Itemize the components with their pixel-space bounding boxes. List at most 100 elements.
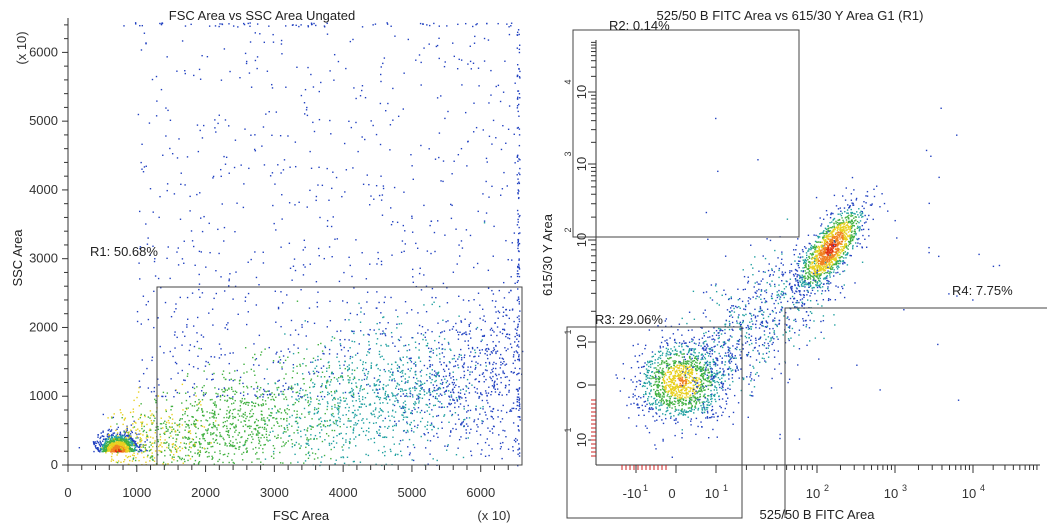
left-event-dot [518,318,520,320]
left-event-dot [326,425,329,427]
left-event-dot [498,434,500,436]
left-event-dot [239,379,241,381]
left-event-dot [310,378,313,380]
left-x-multiplier: (x 10) [477,508,510,523]
left-event-dot [339,405,341,408]
left-event-dot [384,394,386,396]
left-event-dot [442,160,445,162]
left-event-dot [358,378,360,381]
left-event-dot [112,416,115,419]
left-event-dot [339,402,341,404]
left-event-dot [250,386,253,388]
left-event-dot [259,33,261,35]
left-event-dot [387,395,389,397]
left-event-dot [460,147,463,150]
left-event-dot [419,397,421,399]
left-event-dot [149,417,151,419]
left-event-dot [201,54,203,57]
left-event-dot [290,439,293,441]
left-event-dot [382,420,384,422]
left-event-dot [482,408,484,410]
left-event-dot [516,299,519,302]
right-event-dot [693,359,696,362]
left-event-dot [450,391,452,393]
left-event-dot [517,288,519,290]
left-event-dot [387,345,390,347]
left-event-dot [127,434,130,436]
left-event-dot [278,394,280,396]
left-event-dot [360,406,362,408]
left-event-dot [358,343,360,345]
left-event-dot [459,403,462,405]
left-event-dot [238,446,240,448]
left-event-dot [125,447,128,450]
left-event-dot [518,172,520,174]
right-event-dot [663,382,666,385]
left-event-dot [519,70,521,73]
left-y-multiplier: (x 10) [14,31,29,64]
left-event-dot [430,356,432,359]
right-event-dot [702,401,705,403]
left-event-dot [217,460,219,463]
left-event-dot [141,143,143,146]
left-event-dot [385,397,387,399]
left-event-dot [212,421,215,424]
left-event-dot [169,454,171,456]
left-event-dot [317,395,319,397]
left-event-dot [340,330,342,332]
left-event-dot [339,418,341,420]
left-event-dot [197,409,199,411]
left-event-dot [268,414,270,416]
left-event-dot [193,74,195,77]
left-event-dot [78,447,81,449]
left-event-dot [210,432,212,434]
gate-r1[interactable] [156,286,523,466]
left-event-dot [338,376,340,379]
left-event-dot [333,337,336,339]
left-event-dot [202,394,205,396]
left-event-dot [105,450,107,452]
left-event-dot [518,372,520,374]
left-event-dot [187,407,189,409]
left-event-dot [105,438,107,441]
left-event-dot [434,339,436,342]
left-event-dot [431,390,434,393]
left-event-dot [426,410,428,412]
left-event-dot [400,395,402,397]
left-event-dot [231,423,233,426]
right-event-dot [684,362,686,365]
left-event-dot [509,309,511,311]
left-event-dot [516,34,518,36]
left-event-dot [409,387,411,389]
left-event-dot [110,450,112,453]
left-event-dot [238,415,241,417]
left-event-dot [353,438,355,440]
left-event-dot [263,444,265,446]
left-event-dot [402,375,404,377]
left-event-dot [193,405,196,407]
left-event-dot [286,408,288,410]
left-event-dot [243,420,245,422]
left-event-dot [413,363,415,365]
left-event-dot [370,120,372,122]
left-event-dot [208,363,211,366]
left-event-dot [491,369,493,371]
left-event-dot [256,390,258,393]
left-event-dot [345,169,348,171]
left-event-dot [492,363,494,366]
left-event-dot [333,422,335,425]
left-event-dot [368,348,370,351]
left-event-dot [440,379,443,381]
left-event-dot [344,355,346,357]
left-event-dot [410,357,412,359]
left-event-dot [141,422,143,425]
left-event-dot [325,433,328,435]
left-event-dot [273,453,275,455]
left-event-dot [426,24,428,26]
left-event-dot [300,387,302,390]
left-event-dot [498,311,501,314]
left-event-dot [113,451,116,453]
left-event-dot [481,373,484,375]
left-event-dot [517,325,519,327]
left-event-dot [328,392,330,395]
